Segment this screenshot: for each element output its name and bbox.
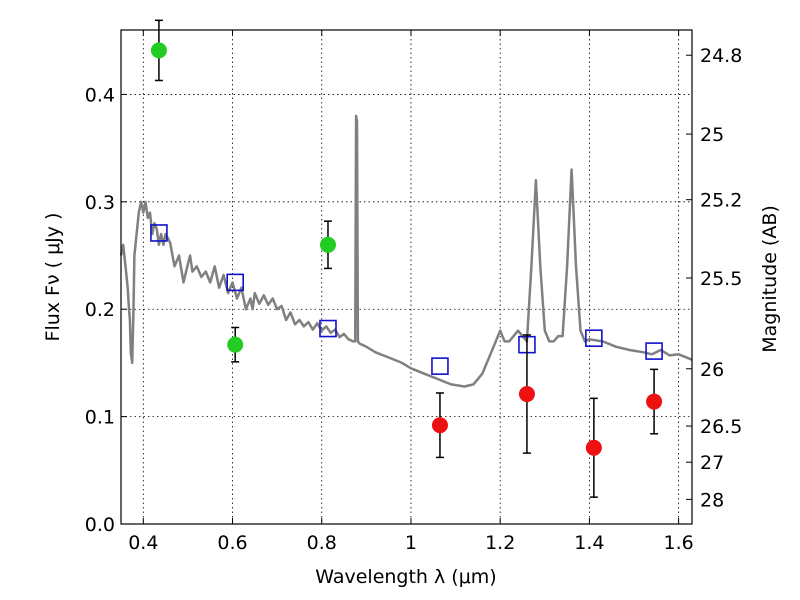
green-data-point	[150, 42, 167, 59]
y2-tick-label: 27	[700, 452, 724, 474]
red-data-point	[585, 439, 602, 456]
y-tick-label: 0.1	[85, 407, 115, 429]
y-tick-label: 0.3	[85, 192, 115, 214]
plot-frame	[120, 29, 693, 525]
y2-tick-label: 25.5	[700, 268, 742, 290]
x-tick-label: 0.6	[217, 532, 247, 554]
tick-layer: 0.4 0.6 0.8 1 1.2 1.4 1.6 0.0 0.1 0.2 0.3 0.4 24.8 25…	[85, 30, 742, 554]
green-data-point	[227, 336, 244, 353]
red-data-point	[646, 393, 663, 410]
model-photometry-square	[226, 273, 244, 292]
x-tick-label: 0.4	[128, 532, 158, 554]
y2-tick-label: 26	[700, 359, 724, 381]
y2-tick-label: 28	[700, 489, 724, 511]
model-sed-layer	[119, 114, 693, 388]
y-tick-label: 0.2	[85, 299, 115, 321]
y2-tick-label: 26.5	[700, 416, 742, 438]
x-tick-label: 1.6	[664, 532, 694, 554]
marker-layer	[150, 19, 663, 498]
x-axis-label: Wavelength λ (μm)	[315, 566, 496, 588]
y-axis-label: Flux Fν ( μJy )	[42, 213, 64, 342]
y2-axis-label: Magnitude (AB)	[759, 205, 781, 353]
y2-tick-label: 24.8	[700, 45, 742, 67]
y2-tick-label: 25	[700, 124, 724, 146]
model-photometry-square	[645, 342, 663, 360]
model-photometry-square	[431, 357, 449, 375]
y-tick-label: 0.0	[85, 514, 115, 536]
x-tick-label: 1.4	[574, 532, 604, 554]
y2-tick-label: 25.2	[700, 190, 742, 212]
model-sed-line	[119, 114, 693, 388]
grid-layer	[121, 30, 692, 525]
model-photometry-square	[585, 329, 603, 348]
red-data-point	[431, 417, 448, 434]
x-tick-label: 1	[405, 532, 417, 554]
x-tick-label: 1.2	[485, 532, 515, 554]
green-data-point	[319, 236, 336, 253]
red-data-point	[518, 386, 535, 403]
x-tick-label: 0.8	[307, 532, 337, 554]
model-photometry-square	[150, 224, 168, 242]
model-photometry-square	[319, 319, 337, 338]
y-tick-label: 0.4	[85, 84, 115, 106]
